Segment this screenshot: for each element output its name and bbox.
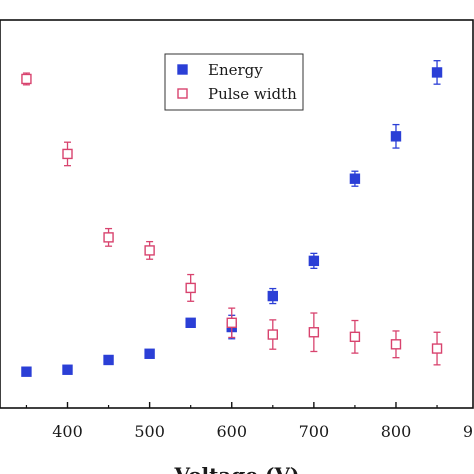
data-point bbox=[431, 67, 443, 78]
x-tick-label: 900 bbox=[463, 422, 474, 441]
data-point bbox=[349, 331, 361, 343]
x-tick-label: 600 bbox=[216, 422, 247, 441]
data-point bbox=[144, 348, 155, 359]
data-point bbox=[431, 343, 443, 354]
data-point bbox=[308, 327, 320, 338]
data-point bbox=[185, 282, 196, 294]
legend: Energy Pulse width bbox=[164, 53, 304, 111]
x-tick-label: 800 bbox=[381, 422, 412, 441]
legend-label-pulse-width: Pulse width bbox=[208, 85, 297, 103]
data-point bbox=[103, 354, 114, 366]
x-tick-label: 500 bbox=[134, 422, 165, 441]
plot-series bbox=[21, 60, 443, 377]
data-point bbox=[185, 317, 196, 328]
data-point bbox=[390, 131, 402, 142]
x-axis-title: Voltage (V) bbox=[174, 463, 300, 474]
data-point bbox=[308, 255, 320, 267]
x-axis: 300 400 500 600 700 800 900 bbox=[0, 402, 474, 441]
legend-marker-energy bbox=[177, 64, 188, 75]
data-point bbox=[226, 317, 237, 328]
data-point bbox=[21, 73, 32, 85]
legend-label-energy: Energy bbox=[208, 61, 263, 79]
x-tick-label: 400 bbox=[52, 422, 83, 441]
data-point bbox=[267, 329, 278, 340]
legend-marker-pulse-width bbox=[177, 88, 188, 99]
x-tick-label: 300 bbox=[0, 422, 1, 441]
legend-box bbox=[164, 53, 304, 111]
data-point bbox=[267, 290, 278, 302]
data-point bbox=[349, 173, 361, 184]
data-point bbox=[103, 232, 114, 243]
x-tick-label: 700 bbox=[299, 422, 330, 441]
series-pulse-width bbox=[21, 72, 443, 366]
data-point bbox=[144, 245, 155, 256]
plot-frame bbox=[0, 19, 474, 409]
data-point bbox=[390, 339, 402, 350]
data-point bbox=[62, 148, 73, 160]
data-point bbox=[62, 364, 73, 375]
data-point bbox=[21, 366, 32, 377]
